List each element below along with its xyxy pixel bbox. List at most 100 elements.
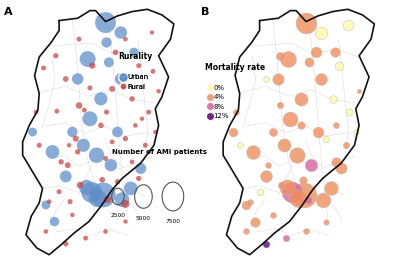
Point (33, 110, 39, 114)
Point (306, 60, 312, 64)
Legend: Urban, Rural: Urban, Rural (122, 74, 148, 90)
Point (85, 57, 91, 61)
Point (295, 196, 301, 200)
Point (287, 117, 294, 121)
Point (54, 109, 60, 113)
Point (109, 140, 115, 144)
Point (56, 190, 62, 194)
Point (138, 166, 144, 171)
Point (102, 20, 109, 25)
Point (318, 30, 324, 35)
Point (277, 183, 284, 187)
Point (105, 60, 112, 64)
Point (352, 130, 359, 134)
Point (100, 193, 106, 197)
Point (303, 230, 309, 234)
Point (233, 110, 240, 114)
Point (250, 150, 256, 154)
Point (122, 37, 129, 41)
Point (51, 220, 58, 224)
Point (318, 77, 324, 81)
Point (344, 23, 351, 27)
Point (98, 97, 104, 101)
Point (331, 50, 338, 54)
Point (29, 130, 36, 134)
Point (77, 183, 83, 187)
Point (342, 143, 349, 147)
Point (63, 77, 69, 81)
Point (65, 163, 71, 167)
Point (93, 153, 100, 157)
Point (142, 143, 148, 147)
Text: Number of AMI patients: Number of AMI patients (112, 149, 207, 155)
Point (336, 64, 342, 68)
Point (283, 236, 290, 240)
Point (69, 213, 75, 217)
Point (99, 178, 105, 182)
Point (117, 77, 124, 81)
Point (285, 57, 292, 61)
Point (102, 156, 109, 161)
Point (265, 163, 271, 167)
Point (43, 230, 49, 234)
Point (112, 50, 119, 54)
Point (323, 137, 329, 141)
Point (76, 37, 82, 41)
Point (149, 30, 155, 35)
Point (87, 86, 93, 90)
Point (80, 143, 87, 147)
Point (132, 123, 139, 127)
Point (315, 130, 321, 134)
Point (136, 64, 142, 68)
Text: A: A (4, 7, 12, 17)
Point (356, 89, 363, 93)
Point (114, 180, 121, 184)
Text: Rurality: Rurality (118, 52, 152, 61)
Text: 2500: 2500 (110, 213, 126, 218)
Point (300, 178, 306, 182)
Point (247, 200, 253, 204)
Text: B: B (200, 7, 209, 17)
Point (119, 198, 126, 202)
Point (107, 163, 114, 167)
Point (243, 203, 249, 207)
Point (333, 123, 339, 127)
Point (298, 123, 305, 127)
Point (156, 89, 162, 93)
Point (43, 203, 49, 207)
Point (303, 20, 309, 25)
Point (152, 130, 158, 134)
Point (276, 103, 283, 108)
Point (308, 163, 314, 167)
Point (139, 117, 145, 121)
Point (328, 186, 334, 190)
Point (146, 110, 152, 114)
Point (131, 50, 137, 54)
Point (252, 220, 258, 224)
Point (313, 50, 319, 54)
Point (281, 143, 287, 147)
Point (129, 160, 135, 164)
Point (305, 198, 311, 202)
Text: Mortality rate: Mortality rate (205, 63, 265, 72)
Point (263, 242, 269, 246)
Point (320, 198, 326, 202)
Point (237, 143, 243, 147)
Point (122, 202, 129, 206)
Point (284, 185, 290, 189)
Point (329, 97, 336, 101)
Point (269, 213, 276, 217)
Point (49, 150, 56, 154)
Legend: 0%, 4%, 8%, 12%: 0%, 4%, 8%, 12% (208, 85, 229, 119)
Point (269, 130, 276, 134)
Point (289, 190, 295, 194)
Point (333, 160, 339, 164)
Point (128, 186, 134, 190)
Point (263, 77, 269, 81)
Point (89, 64, 95, 68)
Point (243, 230, 249, 234)
Point (117, 30, 124, 35)
Text: 7500: 7500 (165, 219, 180, 224)
Point (41, 66, 47, 70)
Point (69, 130, 75, 134)
